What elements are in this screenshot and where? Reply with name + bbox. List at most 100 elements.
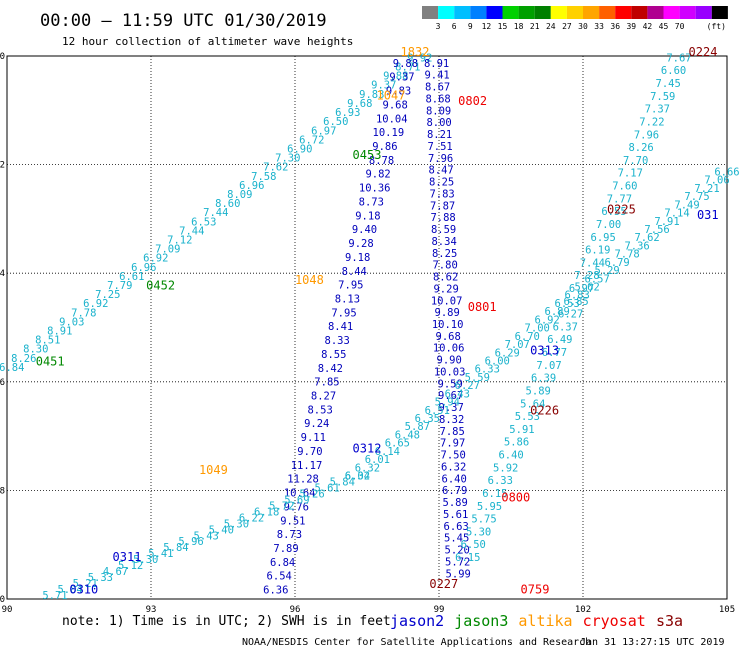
colorbar-swatch [631, 6, 648, 19]
colorbar-label: 30 [578, 22, 588, 31]
wave-height-value: 7.62 [263, 162, 288, 174]
pass-labels: 0224 0225 031 0802 0801 0800 0759 0226 0227 0313 0… [36, 45, 719, 597]
legend-entry: altika [518, 612, 572, 630]
colorbar-label: 3 [436, 22, 441, 31]
wave-height-value: 6.29 [495, 347, 520, 359]
wave-height-value: 9.24 [304, 418, 329, 430]
wave-height-value: 5.30 [224, 518, 249, 530]
wave-height-value: 9.18 [355, 210, 380, 222]
wave-height-value: 5.12 [118, 560, 143, 572]
chart-subtitle: 12 hour collection of altimeter wave hei… [62, 35, 353, 48]
wave-height-value: 7.88 [430, 212, 455, 224]
colorbar-label: 21 [530, 22, 540, 31]
wave-height-value: 7.45 [656, 78, 681, 90]
wave-height-value: 6.79 [604, 257, 629, 269]
wave-height-value: 7.12 [167, 234, 192, 246]
wave-height-value: 5.26 [299, 488, 324, 500]
wave-height-value: 9.41 [424, 70, 449, 82]
wave-height-value: 6.89 [545, 306, 570, 318]
wave-height-value: 6.02 [345, 471, 370, 483]
wave-height-value: 5.71 [42, 590, 67, 602]
colorbar-label: 70 [675, 22, 685, 31]
wave-height-value: 7.44 [580, 257, 605, 269]
colorbar-swatch [679, 6, 696, 19]
wave-height-value: 7.25 [95, 289, 120, 301]
wave-height-value: 7.95 [331, 307, 356, 319]
wave-height-value: 8.71 [395, 62, 420, 74]
wave-height-value: 9.29 [433, 283, 458, 295]
wave-height-value: 5.84 [57, 584, 82, 596]
wave-height-value: 6.00 [485, 355, 510, 367]
wave-height-value: 6.77 [542, 347, 567, 359]
wave-height-value: 9.70 [297, 446, 322, 458]
chart-title: 00:00 – 11:59 UTC 01/30/2019 [40, 11, 327, 31]
wave-height-value: 6.34 [345, 471, 370, 483]
footer-credit: NOAA/NESDIS Center for Satellite Applica… [242, 637, 591, 648]
wave-height-value: 7.56 [644, 224, 669, 236]
wave-height-value: 6.15 [482, 488, 507, 500]
wave-height-value: 5.64 [520, 398, 545, 410]
wave-height-value: 9.37 [439, 402, 464, 414]
colorbar-label: 9 [468, 22, 473, 31]
pass-time-label: 0224 [689, 45, 718, 59]
pass-time-label: 0452 [146, 278, 175, 292]
wave-height-value: 7.14 [664, 208, 689, 220]
y-tick-label: -54 [0, 269, 5, 279]
wave-height-value: 5.53 [515, 411, 540, 423]
colorbar-swatch [615, 6, 632, 19]
y-tick-label: -50 [0, 52, 5, 62]
wave-height-value: 5.84 [163, 542, 188, 554]
wave-height-value: 9.40 [352, 224, 377, 236]
wave-height-value: 8.60 [215, 198, 240, 210]
legend-entry: cryosat [583, 612, 646, 630]
wave-height-value: 7.79 [107, 280, 132, 292]
wave-height-value: 6.27 [558, 309, 583, 321]
wave-height-value: 8.67 [425, 82, 450, 94]
wave-height-value: 8.42 [318, 363, 343, 375]
wave-height-value: 7.58 [251, 171, 276, 183]
wave-height-value: 7.30 [275, 153, 300, 165]
wave-height-value: 7.22 [639, 116, 664, 128]
wave-height-value: 5.86 [504, 437, 529, 449]
pass-time-label: 1832 [401, 45, 430, 59]
wave-height-value: 5.40 [209, 524, 234, 536]
wave-height-value: 6.40 [498, 450, 523, 462]
wave-height-value: 9.92 [407, 52, 432, 64]
wave-height-value: 9.59 [438, 378, 463, 390]
wave-height-value: 7.78 [71, 307, 96, 319]
legend-entry: s3a [656, 612, 683, 630]
wave-height-value: 6.48 [395, 429, 420, 441]
wave-height-value: 6.66 [714, 166, 739, 178]
colorbar-swatch [566, 6, 583, 19]
wave-height-value: 8.26 [628, 142, 653, 154]
wave-height-value: 6.92 [83, 298, 108, 310]
wave-height-value: 9.83 [386, 86, 411, 98]
pass-time-label: 0800 [501, 490, 530, 504]
wave-height-value: 6.14 [375, 446, 400, 458]
colorbar: 3 6 9 12 15 18 21 24 27 30 33 36 39 42 45 70 (ft) [422, 6, 728, 31]
wave-height-value: 7.85 [440, 426, 465, 438]
wave-height-value: 10.07 [431, 295, 463, 307]
wave-height-value: 9.82 [365, 169, 390, 181]
footer-timestamp: Jan 31 13:27:15 UTC 2019 [580, 637, 725, 648]
colorbar-label: 15 [498, 22, 508, 31]
wave-height-value: 6.39 [531, 373, 556, 385]
pass-time-label: 0453 [353, 148, 382, 162]
colorbar-swatch [502, 6, 519, 19]
wave-height-value: 8.21 [427, 129, 452, 141]
wave-height-value: 9.37 [389, 72, 414, 84]
wave-height-value: 6.83 [565, 290, 590, 302]
wave-height-value: 5.62 [575, 282, 600, 294]
wave-height-value: 7.60 [612, 181, 637, 193]
wave-height-value: 7.95 [338, 280, 363, 292]
wave-height-value: 7.51 [427, 141, 452, 153]
wave-height-value: 10.64 [284, 488, 316, 500]
wave-height-value: 5.43 [194, 530, 219, 542]
wave-height-value: 9.86 [372, 141, 397, 153]
wave-height-value: 7.83 [429, 188, 454, 200]
wave-height-value: 10.04 [376, 113, 408, 125]
wave-height-value: 6.60 [661, 65, 686, 77]
wave-height-value: 7.67 [666, 52, 691, 64]
wave-height-value: 9.03 [59, 316, 84, 328]
wave-height-value: 6.49 [547, 334, 572, 346]
